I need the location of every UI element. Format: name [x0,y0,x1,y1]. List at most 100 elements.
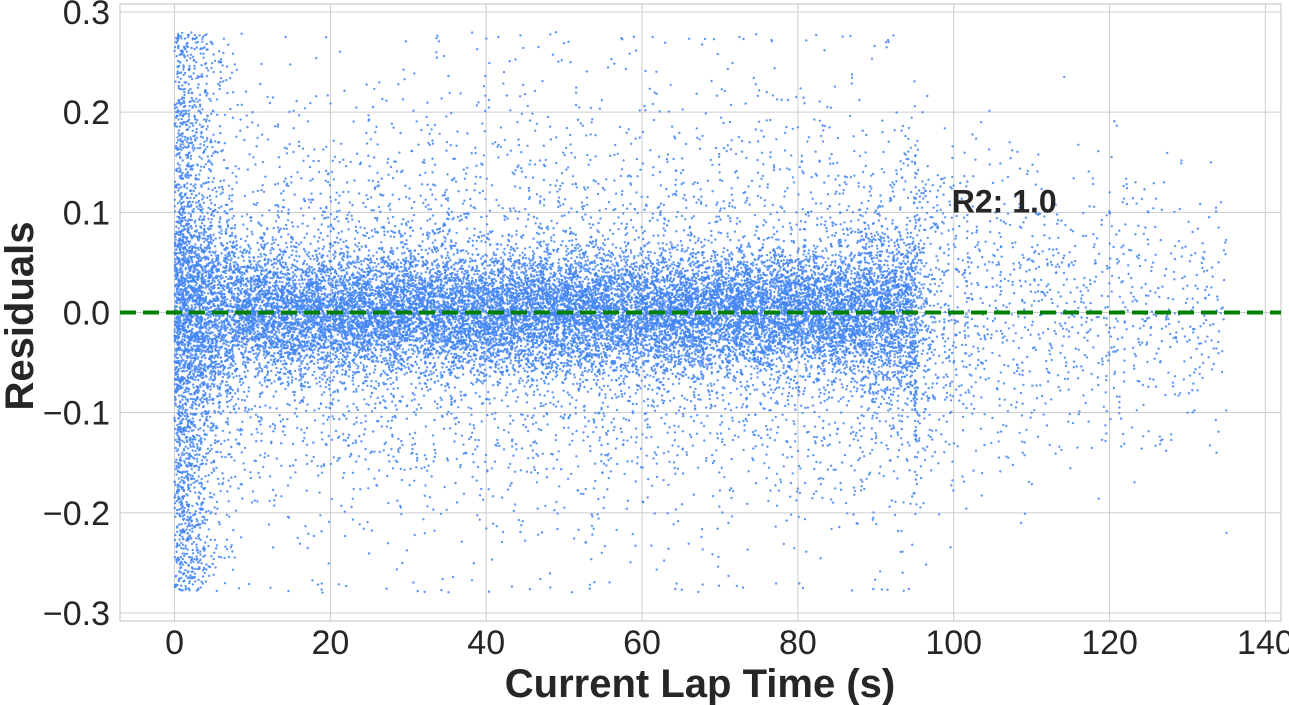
scatter-point [573,246,577,250]
scatter-point [271,363,274,366]
scatter-point [469,257,472,260]
scatter-point [712,266,715,269]
scatter-point [274,374,278,377]
scatter-point [835,285,838,288]
scatter-point [387,340,390,343]
scatter-point [214,237,217,240]
scatter-point [362,364,365,367]
scatter-point [423,277,426,280]
scatter-point [369,348,372,351]
scatter-point [642,370,646,373]
scatter-point [612,253,615,256]
scatter-point [231,372,234,375]
scatter-point [279,360,283,363]
scatter-point [807,249,811,252]
scatter-point [405,350,408,353]
scatter-point [229,259,232,262]
scatter-point [363,257,367,260]
scatter-point [533,297,536,300]
scatter-point [808,264,811,268]
scatter-point [541,338,544,341]
scatter-point [433,362,436,365]
scatter-point [437,302,440,305]
scatter-point [204,318,207,321]
scatter-point [829,306,832,309]
scatter-point [367,403,370,407]
scatter-point [893,254,896,257]
scatter-point [264,269,267,272]
scatter-point [851,394,854,398]
scatter-point [632,318,636,321]
scatter-point [785,355,788,358]
scatter-point [622,367,625,370]
scatter-point [324,288,327,291]
scatter-point [336,296,339,299]
scatter-point [333,257,336,260]
scatter-point [367,236,371,240]
scatter-point [493,290,497,293]
scatter-point [220,442,223,446]
scatter-point [575,278,578,281]
scatter-point [782,366,785,370]
scatter-point [650,347,653,350]
scatter-point [849,287,852,290]
scatter-point [684,373,687,376]
scatter-point [425,351,428,355]
scatter-point [789,254,792,257]
scatter-point [663,345,666,349]
scatter-point [878,358,881,362]
scatter-point [503,253,507,256]
scatter-point [670,243,673,246]
scatter-point [480,234,484,238]
scatter-point [641,250,644,253]
scatter-point [833,264,837,267]
scatter-point [459,322,462,325]
scatter-point [862,290,865,293]
scatter-point [283,321,286,324]
scatter-point [574,332,577,335]
scatter-point [443,291,446,294]
scatter-point [782,248,785,252]
scatter-point [608,266,611,270]
scatter-point [348,368,351,371]
scatter-point [383,359,386,362]
scatter-point [270,358,273,361]
scatter-point [715,344,719,348]
scatter-point [174,235,177,239]
scatter-point [831,254,834,257]
scatter-point [691,279,694,283]
scatter-point [232,261,235,264]
scatter-point [286,266,289,269]
scatter-point [724,276,727,280]
scatter-point [635,348,639,351]
scatter-point [248,260,251,264]
scatter-point [309,257,312,261]
scatter-point [401,348,405,351]
scatter-point [699,398,702,401]
scatter-point [670,263,673,266]
scatter-point [703,261,707,264]
scatter-point [670,317,673,320]
scatter-point [386,298,389,302]
scatter-point [866,339,870,342]
scatter-point [857,369,861,372]
scatter-point [855,360,858,363]
scatter-point [239,246,242,249]
scatter-point [174,427,177,431]
scatter-point [324,322,327,326]
scatter-point [293,369,297,373]
scatter-point [750,377,753,380]
scatter-point [641,273,644,276]
scatter-point [875,371,878,374]
scatter-point [545,280,549,283]
scatter-point [335,215,338,219]
scatter-point [635,261,638,264]
scatter-point [226,241,229,245]
scatter-point [401,351,404,354]
scatter-point [527,213,530,216]
scatter-point [862,365,865,368]
scatter-point [422,352,425,355]
scatter-point [607,334,611,337]
scatter-point [491,354,495,357]
scatter-point [613,288,616,291]
